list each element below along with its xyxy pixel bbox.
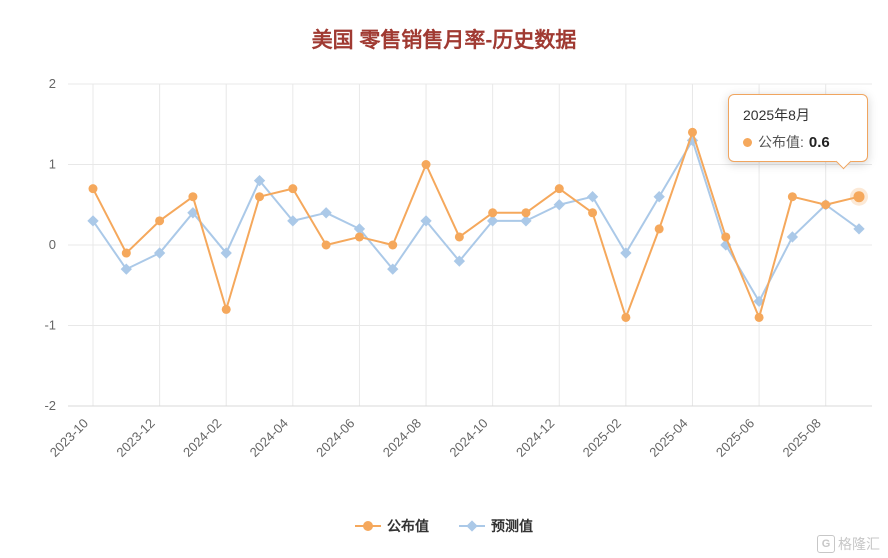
legend-label-forecast: 预测值	[491, 518, 533, 534]
svg-text:-1: -1	[44, 318, 56, 333]
gelonghui-logo-icon: G	[817, 535, 835, 553]
forecast-series-marker-icon	[459, 520, 485, 532]
svg-text:2024-06: 2024-06	[313, 416, 357, 460]
svg-text:2024-10: 2024-10	[446, 416, 490, 460]
tooltip-series-label: 公布值:	[758, 134, 804, 150]
svg-text:2024-04: 2024-04	[247, 416, 291, 460]
legend-label-published: 公布值	[387, 518, 429, 534]
gelonghui-logo-text: 格隆汇	[838, 536, 880, 552]
gelonghui-logo: G 格隆汇	[817, 534, 880, 554]
svg-text:2: 2	[49, 76, 56, 91]
svg-text:1: 1	[49, 157, 56, 172]
svg-text:2024-12: 2024-12	[513, 416, 557, 460]
svg-text:2025-04: 2025-04	[646, 416, 690, 460]
svg-text:2023-12: 2023-12	[113, 416, 157, 460]
svg-text:-2: -2	[44, 398, 56, 413]
chart-title: 美国 零售销售月率-历史数据	[311, 29, 577, 52]
published-series-dot-icon	[743, 137, 752, 147]
tooltip-value: 0.6	[808, 133, 830, 151]
svg-text:2023-10: 2023-10	[47, 416, 91, 460]
svg-text:2024-08: 2024-08	[380, 416, 424, 460]
chart-legend: 公布值 预测值	[0, 516, 888, 536]
tooltip-date: 2025年8月	[743, 107, 810, 123]
published-series-marker-icon	[355, 520, 381, 532]
svg-text:2024-02: 2024-02	[180, 416, 224, 460]
svg-text:2025-08: 2025-08	[779, 416, 823, 460]
legend-item-forecast[interactable]: 预测值	[459, 516, 533, 536]
svg-text:2025-02: 2025-02	[580, 416, 624, 460]
svg-text:0: 0	[49, 237, 56, 252]
legend-item-published[interactable]: 公布值	[355, 516, 429, 536]
svg-text:2025-06: 2025-06	[713, 416, 757, 460]
tooltip-series-row: 公布值: 0.6	[743, 132, 853, 152]
chart-tooltip: 2025年8月 公布值: 0.6	[728, 94, 868, 162]
